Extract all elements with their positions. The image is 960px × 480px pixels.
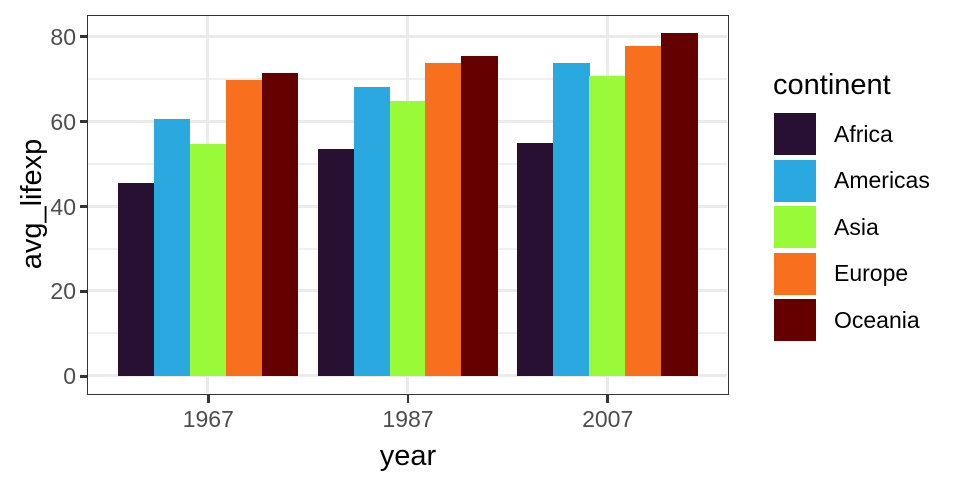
legend-swatch-americas xyxy=(774,159,816,202)
x-tick-label-1987: 1987 xyxy=(382,406,434,432)
legend-label-africa: Africa xyxy=(834,120,893,147)
bar-1987-oceania xyxy=(461,56,498,376)
legend-label-oceania: Oceania xyxy=(834,306,920,333)
bar-1987-asia xyxy=(389,100,426,376)
legend: continent Africa Americas Asia Europe Oceani… xyxy=(773,68,930,346)
bar-1967-africa xyxy=(117,183,155,376)
legend-swatch-africa xyxy=(774,113,816,155)
x-tick-2007 xyxy=(606,395,609,403)
bar-2007-oceania xyxy=(661,33,698,376)
y-tick-label-80: 80 xyxy=(50,23,76,50)
legend-swatch-asia xyxy=(774,206,816,248)
bar-1987-americas xyxy=(353,86,391,376)
legend-item-oceania: Oceania xyxy=(773,299,930,341)
bar-2007-americas xyxy=(553,63,590,376)
y-axis-title: avg_lifexp xyxy=(16,138,48,270)
bar-2007-europe xyxy=(625,46,662,376)
x-tick-label-2007: 2007 xyxy=(582,406,634,432)
plot-panel xyxy=(87,15,729,395)
bar-1967-oceania xyxy=(261,73,299,376)
bar-2007-asia xyxy=(589,75,626,376)
legend-item-europe: Europe xyxy=(773,252,930,295)
legend-label-americas: Americas xyxy=(834,167,930,193)
x-tick-1987 xyxy=(406,395,410,403)
bar-1987-europe xyxy=(425,63,462,376)
x-tick-label-1967: 1967 xyxy=(182,406,234,432)
legend-items: Africa Americas Asia Europe Oceania xyxy=(773,113,930,341)
bar-1967-americas xyxy=(153,119,191,376)
y-tick-label-0: 0 xyxy=(63,363,76,390)
legend-item-americas: Americas xyxy=(773,159,930,202)
bar-1967-asia xyxy=(189,143,227,376)
legend-item-africa: Africa xyxy=(773,113,930,155)
legend-label-europe: Europe xyxy=(834,260,909,286)
x-tick-1967 xyxy=(207,395,210,403)
bar-2007-africa xyxy=(517,143,554,376)
bar-1987-africa xyxy=(317,149,355,376)
legend-item-asia: Asia xyxy=(773,206,930,248)
legend-title: continent xyxy=(773,69,891,101)
legend-label-asia: Asia xyxy=(834,213,879,240)
legend-swatch-oceania xyxy=(774,299,816,341)
x-axis-title: year xyxy=(379,440,437,472)
legend-swatch-europe xyxy=(774,252,816,295)
bar-1967-europe xyxy=(225,79,263,376)
